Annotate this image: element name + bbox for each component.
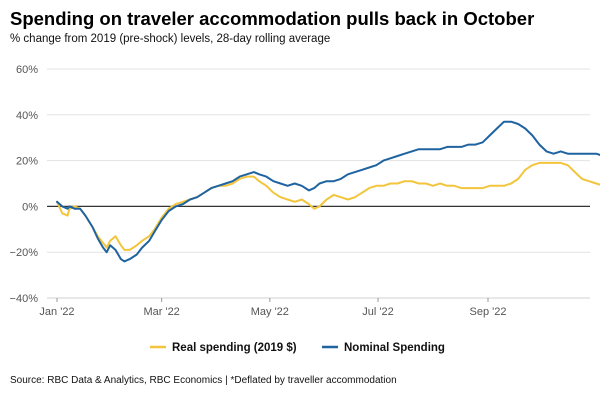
legend-label: Real spending (2019 $) bbox=[172, 342, 297, 354]
y-tick-label: 60% bbox=[16, 64, 38, 76]
x-axis-ticks: Jan '22 Mar '22 May '22 Jul '22 Sep '22 bbox=[39, 297, 590, 318]
legend-label: Nominal Spending bbox=[344, 342, 445, 354]
nominal-spending-line bbox=[56, 120, 600, 263]
y-tick-label: −40% bbox=[10, 293, 39, 305]
legend: Real spending (2019 $) Nominal Spending bbox=[150, 342, 445, 354]
y-tick-label: 0% bbox=[22, 201, 38, 213]
x-tick-label: Jan '22 bbox=[39, 306, 74, 318]
y-tick-label: 20% bbox=[16, 156, 38, 168]
chart-subtitle: % change from 2019 (pre-shock) levels, 2… bbox=[10, 33, 331, 45]
x-tick-label: May '22 bbox=[251, 306, 289, 318]
chart-title: Spending on traveler accommodation pulls… bbox=[10, 8, 535, 29]
real-spending-line bbox=[56, 161, 600, 251]
y-tick-label: −20% bbox=[10, 247, 39, 259]
y-axis-ticks: 60% 40% 20% 0% −20% −40% bbox=[10, 64, 39, 305]
y-tick-label: 40% bbox=[16, 110, 38, 122]
series-lines bbox=[56, 120, 600, 263]
x-tick-label: Mar '22 bbox=[143, 306, 179, 318]
x-tick-label: Sep '22 bbox=[470, 306, 507, 318]
x-tick-label: Jul '22 bbox=[362, 306, 393, 318]
source-note: Source: RBC Data & Analytics, RBC Econom… bbox=[10, 375, 397, 386]
